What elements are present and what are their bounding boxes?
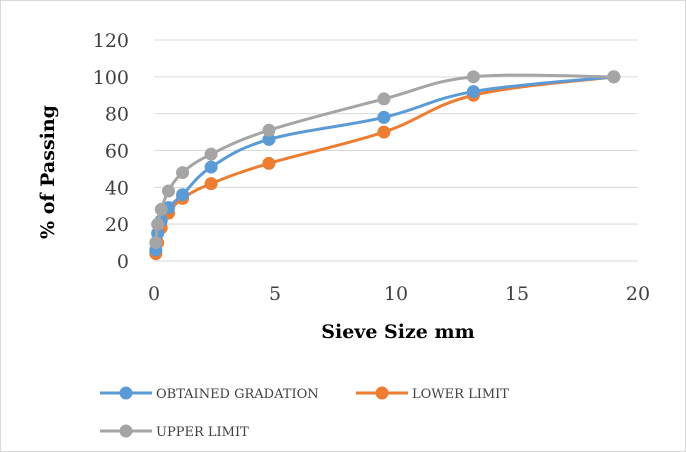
data-point [176,166,190,180]
data-point [377,92,391,106]
data-point [149,236,163,250]
y-tick-label: 20 [105,214,129,236]
data-point [262,123,276,137]
y-tick-labels: 0 20 40 60 80 100 120 [93,30,129,273]
data-point [466,70,480,84]
data-point [204,177,218,191]
data-point [466,85,480,99]
series-group [149,70,621,261]
y-tick-label: 60 [105,141,129,163]
data-point [607,70,621,84]
x-axis-title: Sieve Size mm [321,321,474,343]
data-point [262,156,276,170]
x-tick-label: 0 [148,283,160,305]
y-tick-label: 40 [105,177,129,199]
y-axis-title: % of Passing [37,105,59,239]
data-point [377,125,391,139]
x-tick-label: 15 [505,283,529,305]
data-point [162,184,176,198]
legend-label: LOWER LIMIT [412,387,509,402]
y-tick-label: 80 [105,104,129,126]
y-tick-label: 100 [93,67,129,89]
data-point [154,202,168,216]
data-point [204,147,218,161]
legend-item-2: UPPER LIMIT [100,424,249,440]
legend-marker [375,386,389,400]
data-point [151,217,165,231]
data-point [176,188,190,202]
y-tick-label: 0 [117,251,129,273]
legend-marker [119,424,133,438]
x-tick-label: 5 [269,283,281,305]
legend-label: OBTAINED GRADATION [156,387,319,402]
legend-label: UPPER LIMIT [156,425,249,440]
x-tick-labels: 0 5 10 15 20 [148,283,650,305]
data-point [377,110,391,124]
x-tick-label: 10 [384,283,408,305]
legend: OBTAINED GRADATION LOWER LIMIT UPPER LIMIT [100,386,509,440]
legend-item-1: LOWER LIMIT [356,386,509,402]
y-tick-label: 120 [93,30,129,52]
data-point [262,132,276,146]
legend-marker [119,386,133,400]
x-tick-label: 20 [626,283,650,305]
legend-item-0: OBTAINED GRADATION [100,386,319,402]
data-point [204,160,218,174]
grid-lines [154,39,638,262]
